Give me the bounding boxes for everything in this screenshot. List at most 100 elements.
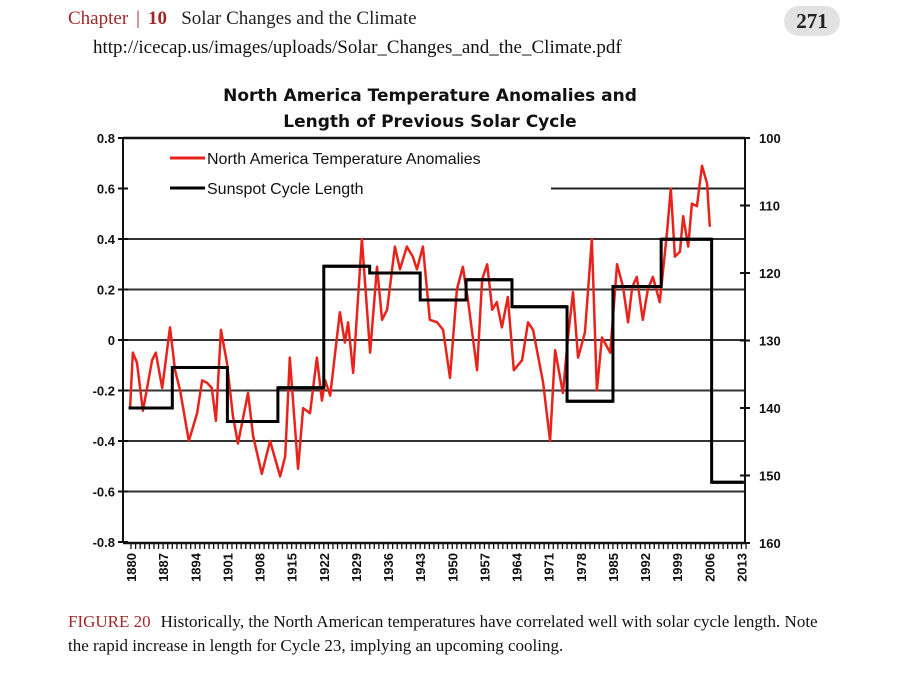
temperature-point: [406, 245, 408, 248]
temperature-point: [261, 473, 263, 475]
temperature-point: [554, 349, 556, 351]
y2-tick-label: 140: [759, 401, 781, 416]
temperature-point: [562, 392, 564, 394]
x-tick-label: 1978: [574, 553, 589, 582]
temperature-point: [658, 301, 661, 303]
x-tick-label: 1985: [606, 553, 621, 582]
y2-tick-label: 150: [759, 469, 781, 484]
temperature-point: [386, 308, 388, 311]
y-tick-label: 0.8: [97, 131, 115, 146]
temperature-point: [601, 336, 603, 339]
temperature-point: [491, 308, 494, 311]
temperature-point: [369, 351, 371, 354]
temperature-point: [456, 288, 458, 291]
temperature-point: [237, 442, 239, 445]
temperature-point: [422, 245, 424, 248]
y2-tick-label: 120: [759, 266, 781, 281]
temperature-point: [376, 265, 378, 268]
temperature-point: [226, 361, 228, 364]
temperature-point: [609, 351, 611, 354]
temperature-point: [691, 202, 693, 205]
temperature-point: [206, 382, 208, 384]
temperature-point: [399, 268, 401, 271]
temperature-point: [679, 250, 681, 253]
temperature-point: [284, 455, 287, 457]
x-tick-label: 1943: [413, 553, 428, 582]
temperature-point: [486, 263, 488, 266]
source-url: http://icecap.us/images/uploads/Solar_Ch…: [93, 37, 622, 58]
temperature-point: [527, 321, 529, 324]
temperature-point: [201, 379, 203, 382]
x-tick-label: 1887: [156, 553, 171, 582]
temperature-point: [132, 351, 134, 354]
running-header: Chapter | 10 Solar Changes and the Climate: [68, 8, 417, 30]
temperature-point: [174, 369, 176, 372]
x-tick-label: 1964: [510, 552, 525, 582]
x-tick-label: 1999: [670, 553, 685, 582]
temperature-point: [449, 377, 451, 379]
x-tick-label: 1950: [445, 553, 460, 582]
chapter-label: Chapter: [68, 8, 129, 29]
temperature-point: [436, 321, 438, 324]
y-tick-label: 0.4: [97, 232, 116, 247]
figure-label: FIGURE 20: [68, 612, 151, 631]
temperature-point: [151, 359, 153, 362]
temperature-point: [302, 407, 304, 409]
temperature-point: [616, 263, 618, 266]
header-separator: |: [136, 8, 140, 29]
temperature-point: [542, 382, 544, 384]
temperature-point: [513, 369, 515, 372]
temperature-point: [696, 205, 698, 207]
legend: North America Temperature Anomalies Suns…: [170, 151, 481, 198]
temperature-point: [501, 326, 503, 329]
temperature-point: [220, 329, 222, 331]
temperature-point: [252, 435, 254, 437]
x-tick-label: 1992: [638, 553, 653, 582]
temperature-point: [344, 341, 346, 344]
temperature-point: [429, 319, 431, 321]
temperature-point: [347, 321, 349, 324]
y-tick-label: -0.6: [93, 485, 115, 500]
temperature-point: [142, 409, 144, 412]
temperature-point: [269, 440, 271, 442]
temperature-point: [682, 215, 684, 218]
x-tick-label: 1957: [477, 553, 492, 582]
temperature-point: [279, 475, 281, 478]
temperature-point: [161, 387, 164, 389]
y-tick-label: 0.2: [97, 283, 115, 298]
x-tick-label: 2006: [702, 553, 717, 582]
temperature-point: [210, 387, 213, 389]
temperature-point: [641, 319, 644, 321]
y-tick-label: -0.8: [93, 535, 115, 550]
caption-text: Historically, the North American tempera…: [68, 612, 818, 655]
temperature-point: [381, 319, 383, 321]
temperature-point: [669, 187, 672, 190]
temperature-point: [352, 372, 354, 374]
sunspot-cycle-length-line: [128, 237, 744, 484]
chart-title-line-2: Length of Previous Solar Cycle: [283, 112, 576, 132]
temperature-point: [169, 326, 171, 329]
legend-label-sunspot: Sunspot Cycle Length: [207, 181, 364, 198]
y-tick-label: 0.6: [97, 182, 115, 197]
temperature-point: [496, 301, 498, 303]
temperature-point: [476, 369, 478, 372]
page-number: 271: [784, 6, 840, 36]
temperature-point: [215, 420, 217, 422]
temperature-point: [316, 356, 318, 359]
temperature-point: [309, 412, 311, 415]
figure-caption: FIGURE 20 Historically, the North America…: [68, 610, 838, 658]
temperature-point: [532, 329, 534, 331]
temperature-point: [674, 255, 676, 258]
temperature-point: [666, 230, 668, 233]
temperature-point: [549, 440, 551, 442]
temperature-point: [289, 356, 291, 359]
x-tick-label: 1936: [381, 553, 396, 582]
temperature-point: [521, 359, 523, 362]
x-tick-label: 1922: [317, 553, 332, 582]
x-tick-label: 1880: [124, 553, 139, 582]
temperature-point: [339, 311, 341, 314]
temperature-point: [701, 164, 703, 167]
temperature-point: [596, 389, 598, 392]
y-tick-label: 0: [108, 333, 115, 348]
